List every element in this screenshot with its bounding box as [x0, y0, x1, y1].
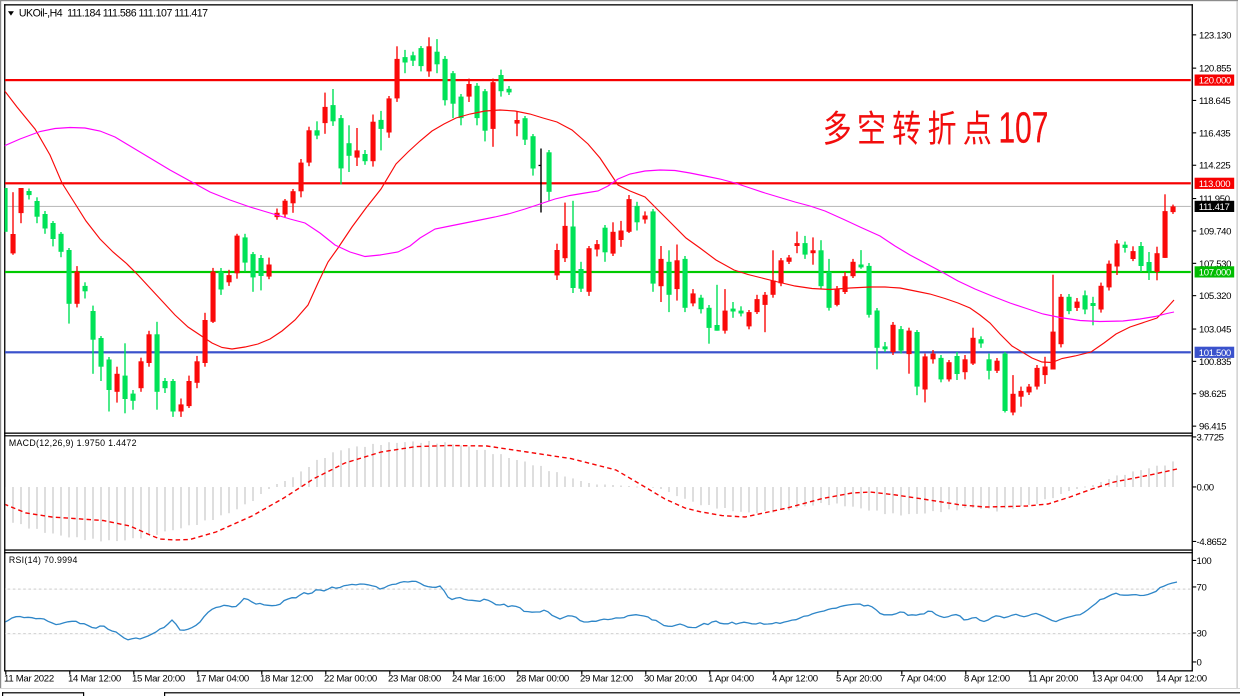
svg-text:107.530: 107.530 — [1199, 259, 1231, 270]
svg-text:14 Mar 12:00: 14 Mar 12:00 — [68, 674, 121, 685]
svg-text:100: 100 — [1197, 556, 1212, 567]
svg-text:98.625: 98.625 — [1199, 389, 1226, 400]
svg-text:15 Mar 20:00: 15 Mar 20:00 — [132, 674, 185, 685]
svg-text:11 Apr 20:00: 11 Apr 20:00 — [1028, 674, 1078, 685]
svg-text:113.000: 113.000 — [1199, 179, 1230, 190]
svg-text:105.320: 105.320 — [1199, 291, 1231, 302]
svg-text:120.000: 120.000 — [1199, 76, 1231, 87]
svg-text:11 Mar 2022: 11 Mar 2022 — [4, 674, 54, 685]
svg-text:103.045: 103.045 — [1199, 325, 1231, 336]
svg-text:24 Mar 16:00: 24 Mar 16:00 — [452, 674, 505, 685]
svg-text:100.835: 100.835 — [1199, 357, 1231, 368]
svg-text:107.000: 107.000 — [1199, 268, 1231, 279]
svg-text:123.130: 123.130 — [1199, 30, 1231, 41]
svg-text:111.950: 111.950 — [1199, 194, 1230, 205]
svg-text:120.855: 120.855 — [1199, 64, 1231, 75]
svg-text:0: 0 — [1197, 657, 1202, 668]
svg-text:30: 30 — [1197, 628, 1207, 639]
svg-text:116.435: 116.435 — [1199, 128, 1230, 139]
svg-text:7 Apr 04:00: 7 Apr 04:00 — [900, 674, 946, 685]
svg-text:4 Apr 12:00: 4 Apr 12:00 — [772, 674, 818, 685]
svg-text:29 Mar 12:00: 29 Mar 12:00 — [580, 674, 633, 685]
svg-text:RSI(14) 70.9994: RSI(14) 70.9994 — [9, 555, 78, 565]
svg-text:96.415: 96.415 — [1199, 422, 1226, 433]
svg-text:3.7725: 3.7725 — [1197, 432, 1224, 443]
svg-text:14 Apr 12:00: 14 Apr 12:00 — [1156, 674, 1207, 685]
svg-text:0.00: 0.00 — [1197, 482, 1214, 493]
svg-text:114.225: 114.225 — [1199, 161, 1230, 172]
svg-text:101.500: 101.500 — [1199, 348, 1231, 359]
svg-text:18 Mar 12:00: 18 Mar 12:00 — [260, 674, 313, 685]
svg-text:13 Apr 04:00: 13 Apr 04:00 — [1092, 674, 1143, 685]
svg-text:UKOil-,H4 111.184 111.586 111: UKOil-,H4 111.184 111.586 111.107 111.41… — [19, 8, 208, 20]
svg-text:107: 107 — [999, 105, 1049, 153]
svg-text:109.740: 109.740 — [1199, 226, 1231, 237]
svg-text:22 Mar 00:00: 22 Mar 00:00 — [324, 674, 377, 685]
svg-text:118.645: 118.645 — [1199, 96, 1230, 107]
svg-text:-4.8652: -4.8652 — [1197, 537, 1227, 548]
svg-text:MACD(12,26,9) 1.9750 1.4472: MACD(12,26,9) 1.9750 1.4472 — [9, 438, 137, 448]
svg-text:8 Apr 12:00: 8 Apr 12:00 — [964, 674, 1010, 685]
svg-text:28 Mar 00:00: 28 Mar 00:00 — [516, 674, 569, 685]
svg-text:17 Mar 04:00: 17 Mar 04:00 — [196, 674, 249, 685]
svg-text:23 Mar 08:00: 23 Mar 08:00 — [388, 674, 441, 685]
svg-text:111.417: 111.417 — [1199, 202, 1230, 213]
svg-text:1 Apr 04:00: 1 Apr 04:00 — [708, 674, 754, 685]
svg-text:30 Mar 20:00: 30 Mar 20:00 — [644, 674, 697, 685]
svg-text:70: 70 — [1197, 582, 1207, 593]
svg-text:5 Apr 20:00: 5 Apr 20:00 — [836, 674, 882, 685]
